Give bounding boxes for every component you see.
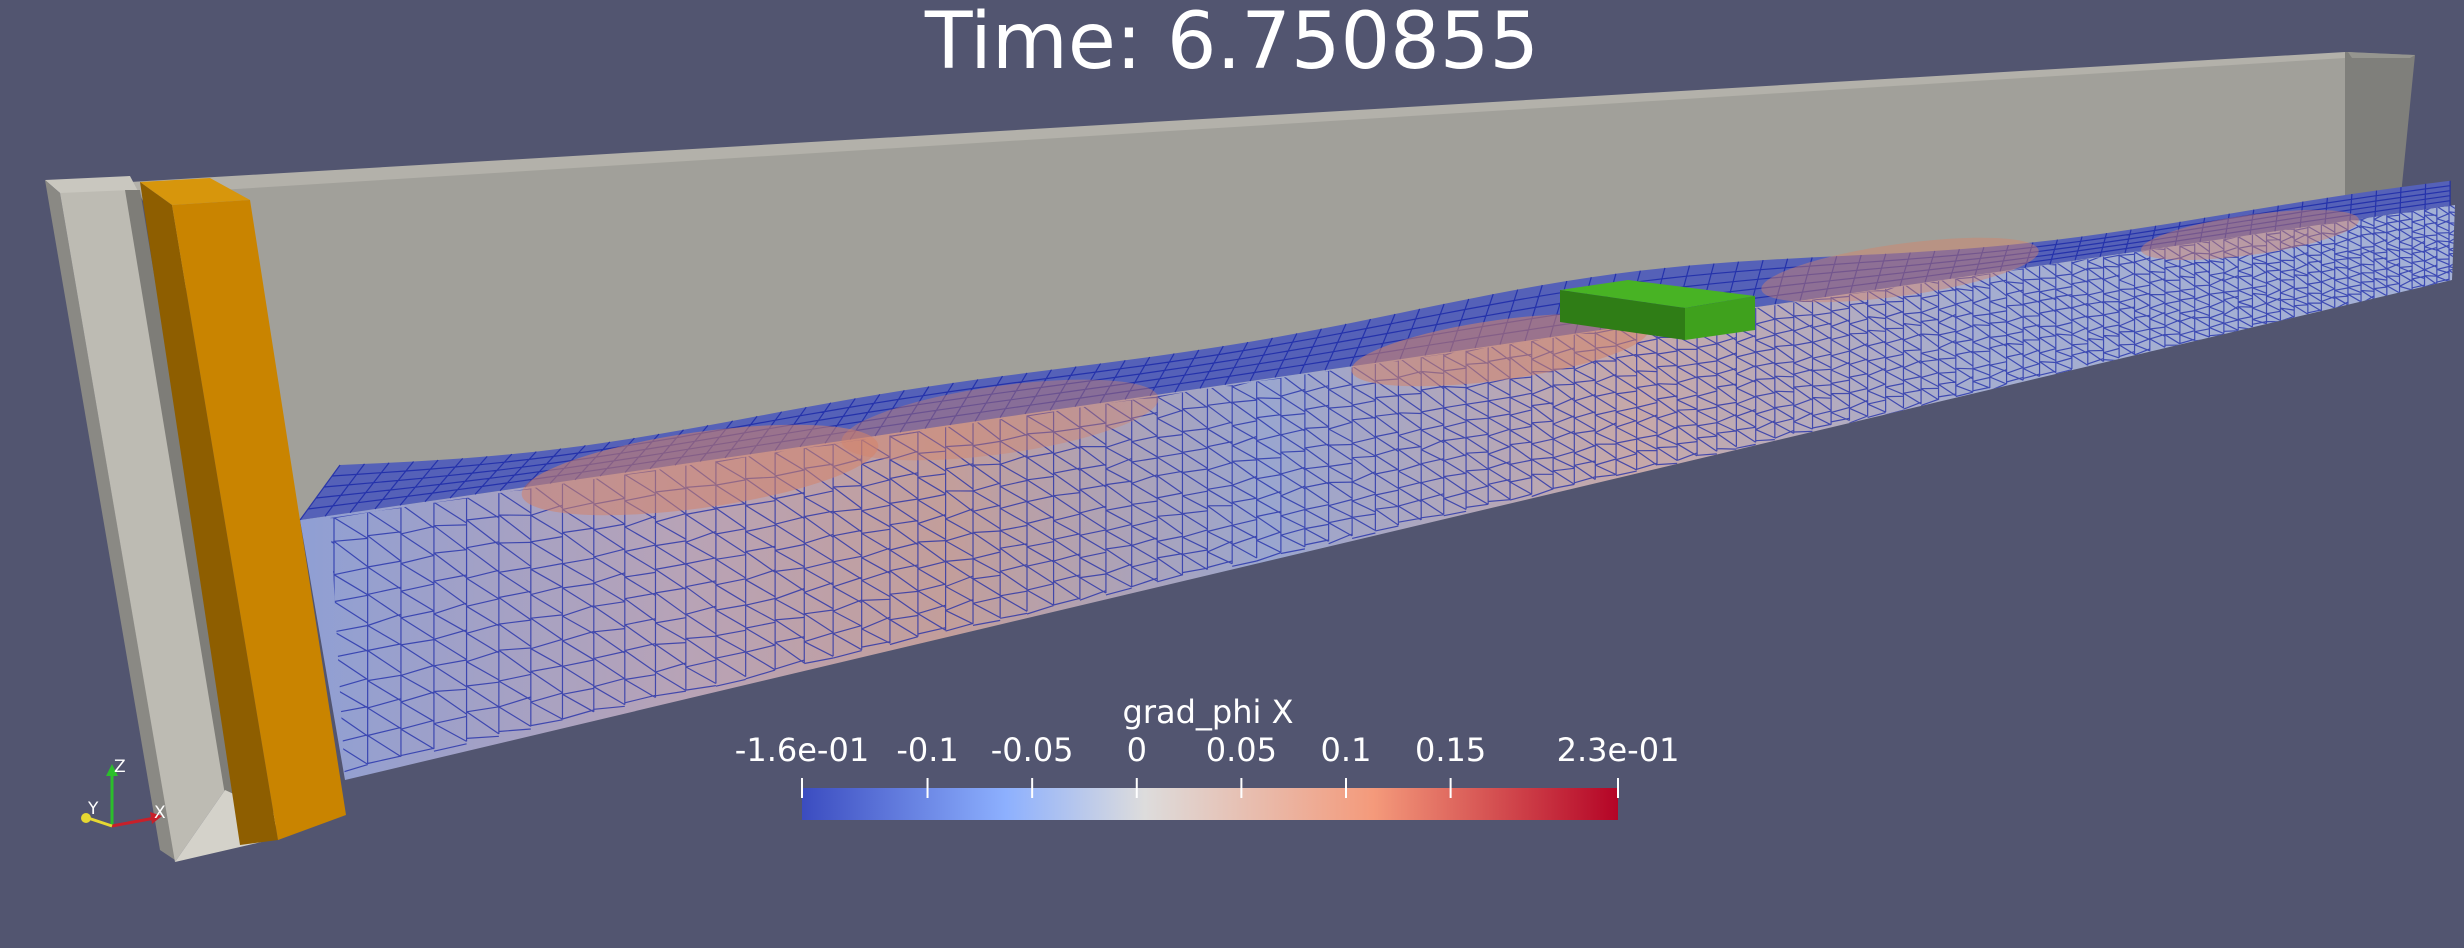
colorbar-tick-label: 0.1 [1320,731,1372,769]
time-title: Time: 6.750855 [924,0,1540,87]
wave-paddle [140,178,346,845]
z-axis-arrow [106,764,118,776]
floating-box [1560,280,1755,340]
colorbar-tick-label: 0.15 [1414,731,1487,769]
colorbar-gradient [802,788,1618,820]
tank-back-wall [130,52,2415,520]
y-axis-line [87,816,113,828]
z-axis-label: Z [114,757,126,777]
x-axis-label: X [154,803,166,823]
colorbar [801,778,1619,820]
colorbar-tick-label: -0.05 [990,731,1074,769]
colorbar-tick-label: 0.05 [1205,731,1277,769]
colorbar-tick-label: 0 [1126,731,1147,769]
x-axis-arrow [150,812,162,824]
colorbar-tick-label: -0.1 [896,731,959,769]
colorbar-title: grad_phi X [1122,693,1294,731]
colorbar-tick-label: -1.6e-01 [734,731,870,769]
orientation-axes [81,764,162,828]
x-axis-line [111,816,156,828]
y-axis-arrow [81,813,91,823]
y-axis-label: Y [88,799,99,819]
colorbar-tick-label: 2.3e-01 [1556,731,1680,769]
water-mesh [299,180,2455,780]
